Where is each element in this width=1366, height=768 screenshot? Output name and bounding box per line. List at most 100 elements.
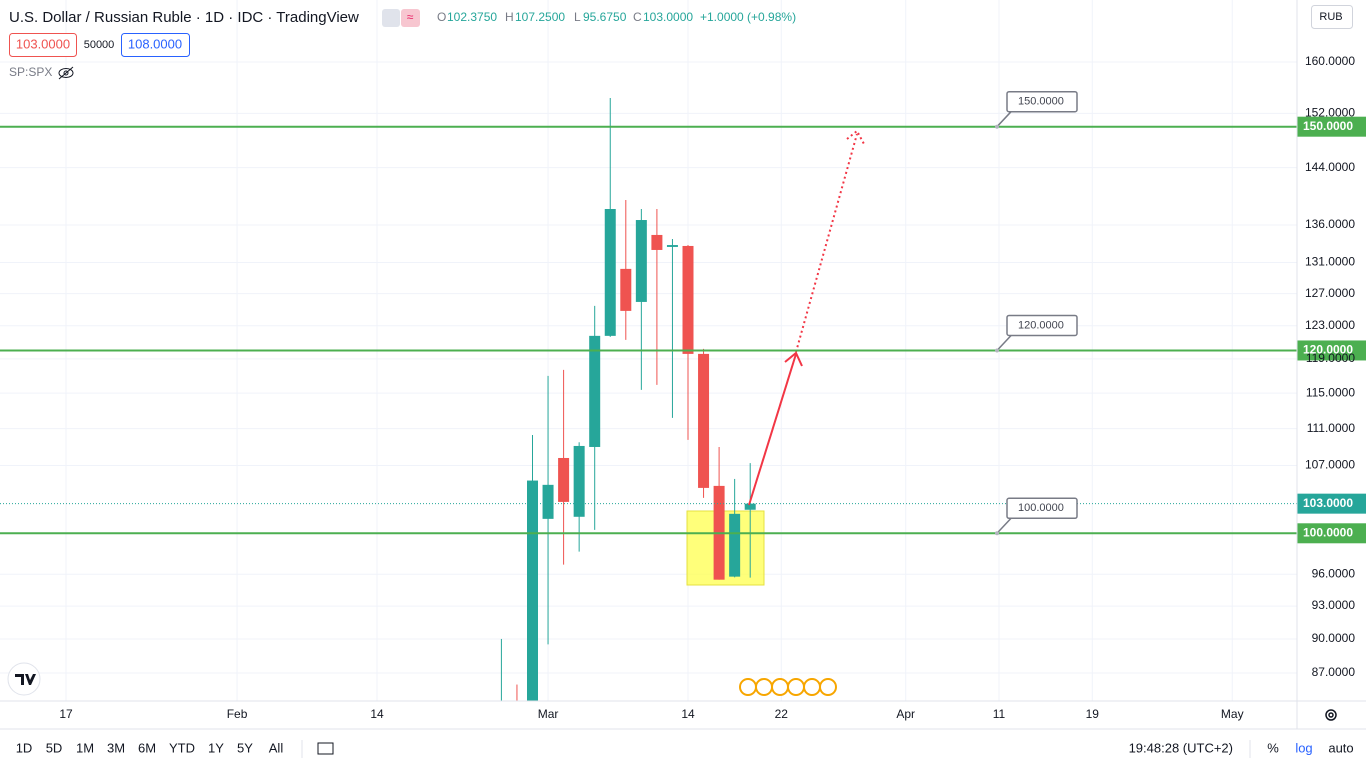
range-button[interactable]: 1M — [76, 740, 94, 755]
candle-body[interactable] — [511, 706, 522, 713]
buy-button[interactable] — [121, 33, 190, 57]
candle-body[interactable] — [558, 457, 570, 502]
sell-price: 103.0000 — [16, 36, 70, 51]
currency-button[interactable] — [1311, 5, 1353, 29]
x-tick-label: May — [1221, 707, 1244, 721]
candle-body[interactable] — [635, 220, 647, 302]
hide-icon[interactable] — [58, 66, 74, 80]
last-price-box — [1297, 493, 1366, 514]
y-tick-label: 160.0000 — [1305, 54, 1355, 68]
axes: 87.0000 90.0000 93.0000 96.0000 107.0000 111.… — [59, 54, 1355, 721]
level-axis-box — [1297, 340, 1366, 361]
candle-body[interactable] — [573, 445, 585, 517]
symbol-icon: ≈ — [407, 10, 414, 24]
date-range-icon[interactable] — [317, 742, 334, 755]
callout-box[interactable] — [1006, 314, 1078, 337]
range-button[interactable]: 6M — [138, 740, 156, 755]
candle-body[interactable] — [698, 353, 710, 488]
settings-icon[interactable] — [1325, 709, 1337, 721]
y-tick-label: 93.0000 — [1312, 598, 1356, 612]
ohlc-value: 102.3750 — [447, 10, 497, 24]
y-tick-label: 87.0000 — [1312, 665, 1356, 679]
y-tick-label: 123.0000 — [1305, 318, 1355, 332]
x-tick-label: 19 — [1086, 707, 1100, 721]
callout-anchor — [995, 531, 999, 536]
callout-box[interactable] — [1006, 90, 1078, 113]
candle-body[interactable] — [604, 209, 616, 336]
range-button[interactable]: All — [269, 740, 284, 755]
ohlc-value: 107.2500 — [515, 10, 565, 24]
y-tick-label: 107.0000 — [1305, 458, 1355, 472]
spread: 50000 — [84, 39, 115, 51]
compare-button[interactable] — [382, 9, 400, 27]
y-tick-label: 111.0000 — [1307, 421, 1356, 435]
candle-body[interactable] — [527, 480, 538, 715]
symbol-button[interactable] — [401, 9, 420, 27]
candle-body[interactable] — [666, 245, 678, 247]
candle-body[interactable] — [496, 708, 507, 746]
candle-body[interactable] — [682, 245, 694, 354]
range-button[interactable]: 3M — [107, 740, 125, 755]
plot — [496, 97, 756, 746]
event-flags[interactable] — [739, 678, 837, 696]
arrow-head — [784, 351, 803, 367]
scale-option[interactable]: % — [1267, 740, 1279, 755]
x-tick-label: Feb — [227, 707, 248, 721]
range-button[interactable]: 1D — [16, 740, 33, 755]
candle-body[interactable] — [651, 234, 663, 250]
toolbar: 1D 5D 1M 3M 6M YTD 1Y 5Y All% log auto — [16, 740, 1354, 755]
x-tick-label: 14 — [681, 707, 695, 721]
x-tick-label: 22 — [775, 707, 789, 721]
ohlc-value: 95.6750 — [583, 10, 627, 24]
symbol-title[interactable]: U.S. Dollar / Russian Ruble · 1D · IDC ·… — [9, 9, 359, 26]
projection-arrow[interactable] — [795, 133, 858, 353]
candle-body[interactable] — [589, 335, 601, 447]
currency: RUB — [1319, 11, 1342, 23]
indicator-name[interactable]: SP:SPX — [9, 65, 52, 79]
y-tick-label: 96.0000 — [1312, 566, 1356, 580]
candle-body[interactable] — [620, 268, 632, 311]
ohlc-value: 103.0000 — [643, 10, 693, 24]
callout-pointer — [996, 333, 1013, 351]
last-price-label: 103.0000 — [1303, 496, 1353, 510]
y-tick-label: 119.0000 — [1306, 351, 1355, 365]
range-button[interactable]: 5Y — [237, 740, 253, 755]
trend-arrow[interactable] — [748, 353, 797, 506]
x-tick-label: 14 — [370, 707, 384, 721]
y-tick-label: 90.0000 — [1312, 631, 1356, 645]
callout-anchor — [995, 348, 999, 353]
ohlc-label: O — [437, 10, 446, 24]
candle-body[interactable] — [729, 513, 741, 577]
callout-label: 100.0000 — [1018, 502, 1064, 514]
callout-pointer — [996, 110, 1013, 128]
candle-body[interactable] — [744, 503, 756, 510]
clock[interactable]: 19:48:28 (UTC+2) — [1129, 740, 1233, 755]
logo[interactable] — [7, 662, 41, 696]
x-tick-label: 11 — [993, 707, 1006, 721]
y-tick-label: 115.0000 — [1306, 385, 1355, 399]
range-button[interactable]: 5D — [46, 740, 63, 755]
level-axis-label: 100.0000 — [1303, 525, 1353, 539]
sell-button[interactable] — [9, 33, 77, 57]
buy-price: 108.0000 — [128, 36, 182, 51]
arrow-head — [846, 129, 865, 145]
callout-box[interactable] — [1006, 497, 1078, 520]
highlight-box[interactable] — [686, 510, 765, 586]
ohlc-label: L — [574, 10, 581, 24]
callout-pointer — [996, 516, 1013, 534]
range-button[interactable]: YTD — [169, 740, 195, 755]
scale-option[interactable]: auto — [1328, 740, 1353, 755]
x-tick-label: 17 — [59, 707, 73, 721]
range-button[interactable]: 1Y — [208, 740, 224, 755]
level-axis-label: 150.0000 — [1303, 119, 1353, 133]
x-tick-label: Mar — [538, 707, 559, 721]
candle-body[interactable] — [542, 484, 554, 519]
drawings — [686, 510, 765, 586]
ohlc: O 102.3750 H 107.2500 L 95.6750 C 103.00… — [437, 10, 796, 24]
y-tick-label: 152.0000 — [1305, 106, 1355, 120]
callout-label: 120.0000 — [1018, 319, 1064, 331]
x-tick-label: Apr — [896, 707, 915, 721]
scale-option[interactable]: log — [1295, 740, 1312, 755]
callout-anchor — [995, 124, 999, 129]
